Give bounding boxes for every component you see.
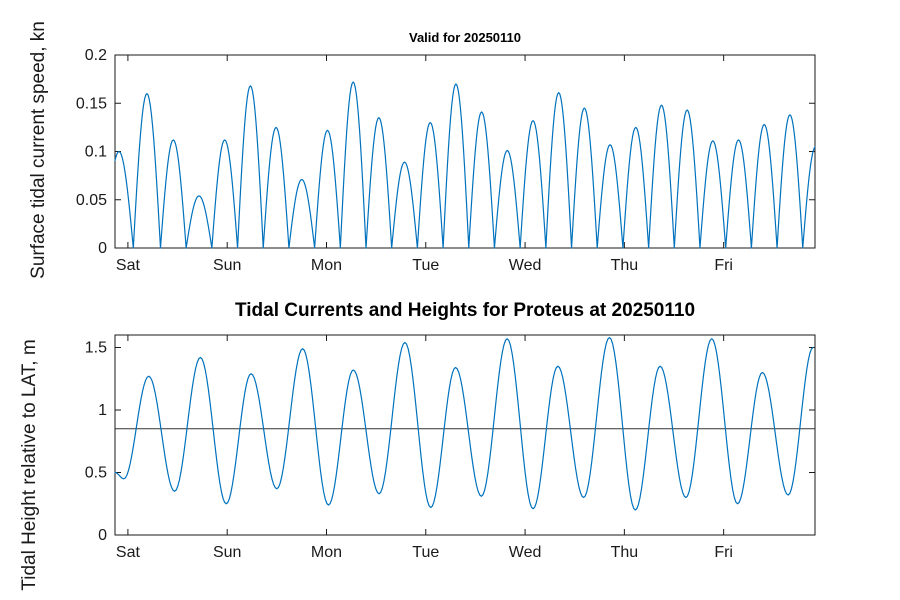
x-tick-label: Fri [714, 257, 733, 274]
x-tick-label: Sun [213, 544, 241, 561]
bottom-plot-title: Tidal Currents and Heights for Proteus a… [234, 300, 696, 321]
x-tick-label: Thu [611, 257, 639, 274]
bottom-plot-tidal-height: Sat Sun Mon Tue Wed Thu Fri 0 0.5 1 1.5 [85, 334, 816, 561]
current_speed-series-line [114, 81, 816, 249]
y-tick-label: 0.1 [85, 144, 107, 161]
top-plot-current-speed: Sat Sun Mon Tue Wed Thu Fri 0 0.05 0.1 0.15 0.2 [76, 47, 816, 274]
axes-box [114, 334, 816, 536]
x-tick-label: Wed [509, 544, 542, 561]
y-tick-label: 0.5 [85, 465, 107, 482]
y-tick-label: 0.05 [76, 192, 107, 209]
x-tick-label: Tue [412, 544, 439, 561]
y-tick-label: 0 [98, 240, 107, 257]
y-tick-label: 1 [98, 402, 107, 419]
tidal_height-series-line [114, 336, 814, 511]
x-tick-label: Sat [116, 257, 141, 274]
y-tick-label: 0.15 [76, 95, 107, 112]
x-tick-label: Thu [611, 544, 639, 561]
x-tick-label: Fri [714, 544, 733, 561]
x-tick-label: Tue [412, 257, 439, 274]
x-tick-label: Wed [509, 257, 542, 274]
y-tick-label: 0.2 [85, 47, 107, 64]
axes-box [114, 54, 816, 249]
x-tick-label: Mon [311, 257, 342, 274]
x-tick-label: Sun [213, 257, 241, 274]
x-tick-label: Mon [311, 544, 342, 561]
y-tick-label: 0 [98, 527, 107, 544]
x-tick-label: Sat [116, 544, 141, 561]
y-tick-label: 1.5 [85, 340, 107, 357]
top-plot-title: Valid for 20250110 [408, 30, 522, 45]
